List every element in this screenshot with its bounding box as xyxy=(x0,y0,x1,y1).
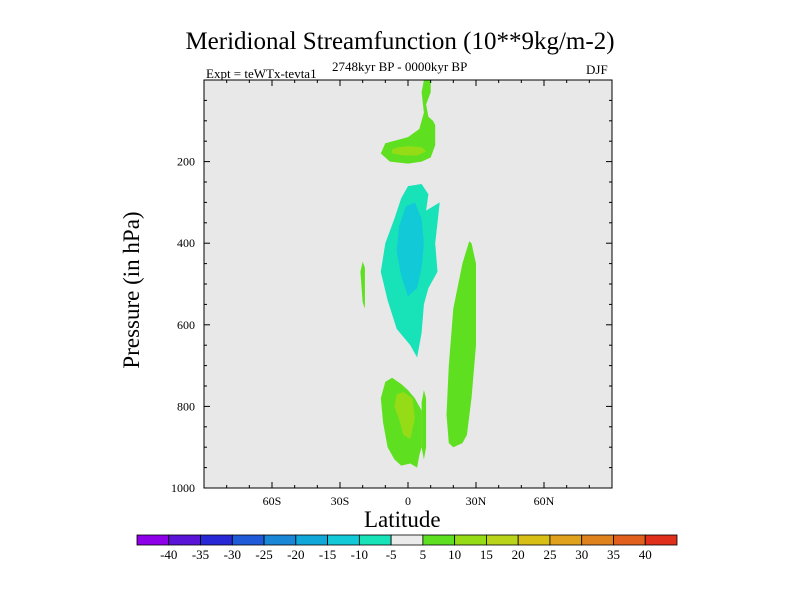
colorbar-label: 20 xyxy=(512,547,525,562)
colorbar-swatch xyxy=(327,534,360,546)
y-tick-label: 800 xyxy=(177,399,195,413)
y-tick-label: 200 xyxy=(177,155,195,169)
colorbar-label: 25 xyxy=(543,547,556,562)
contour-regions xyxy=(360,80,476,468)
colorbar-label: 35 xyxy=(607,547,620,562)
colorbar-swatch xyxy=(168,534,201,546)
contour-mid-troposphere-core xyxy=(396,202,424,297)
colorbar-swatch xyxy=(358,534,392,546)
colorbar: -40 -35 -30 -25 -20 -15 -10 -5 5 10 15 20 25 30 35 40 xyxy=(136,534,678,562)
x-tick-label: 30N xyxy=(466,494,487,508)
colorbar-label: 10 xyxy=(448,547,461,562)
contour-upper-tropopause-positive xyxy=(380,80,436,164)
y-tick-label: 600 xyxy=(177,318,195,332)
colorbar-swatch xyxy=(231,534,265,546)
colorbar-swatch xyxy=(581,534,614,546)
contour-southern-sliver xyxy=(360,261,365,309)
y-tick-label: 1000 xyxy=(171,481,195,495)
colorbar-swatch xyxy=(644,534,678,546)
colorbar-swatch xyxy=(517,534,551,546)
x-tick-label: 60S xyxy=(263,494,282,508)
time-range-label: 2748kyr BP - 0000kyr BP xyxy=(332,59,468,74)
colorbar-swatch xyxy=(200,534,233,546)
colorbar-label: -5 xyxy=(386,547,397,562)
chart-title: Meridional Streamfunction (10**9kg/m-2) xyxy=(185,28,615,55)
colorbar-swatch xyxy=(613,534,646,546)
y-tick-label: 400 xyxy=(177,236,195,250)
colorbar-label: -15 xyxy=(319,547,336,562)
colorbar-label: -20 xyxy=(287,547,304,562)
colorbar-swatch xyxy=(422,534,456,546)
colorbar-label: 5 xyxy=(420,547,427,562)
colorbar-label: 30 xyxy=(575,547,588,562)
experiment-label: Expt = teWTx-tevta1 xyxy=(206,66,317,81)
x-tick-label: 30S xyxy=(331,494,350,508)
colorbar-label: -35 xyxy=(192,547,209,562)
colorbar-swatch xyxy=(454,534,487,546)
contour-lower-troposphere-core xyxy=(394,392,415,439)
colorbar-label: 40 xyxy=(639,547,652,562)
x-tick-label: 0 xyxy=(405,494,411,508)
x-axis-label: Latitude xyxy=(364,507,441,532)
season-label: DJF xyxy=(586,62,608,77)
colorbar-label: -40 xyxy=(160,547,177,562)
colorbar-label: -10 xyxy=(351,547,368,562)
x-tick-label: 60N xyxy=(534,494,555,508)
colorbar-swatch xyxy=(549,534,583,546)
colorbar-label: -30 xyxy=(224,547,241,562)
colorbar-label: -25 xyxy=(255,547,272,562)
contour-near-surface-ridge xyxy=(421,390,427,460)
colorbar-swatch xyxy=(390,534,424,546)
colorbar-swatch xyxy=(486,534,519,546)
colorbar-label: 15 xyxy=(480,547,493,562)
colorbar-swatch xyxy=(136,534,170,546)
contour-northern-descending-cell xyxy=(446,241,476,448)
contour-upper-tropopause-core xyxy=(392,146,427,156)
colorbar-swatch xyxy=(263,534,297,546)
colorbar-swatch xyxy=(295,534,328,546)
axis-ticks: 60S 30S 0 30N 60N 200 400 600 800 1000 xyxy=(171,80,612,508)
